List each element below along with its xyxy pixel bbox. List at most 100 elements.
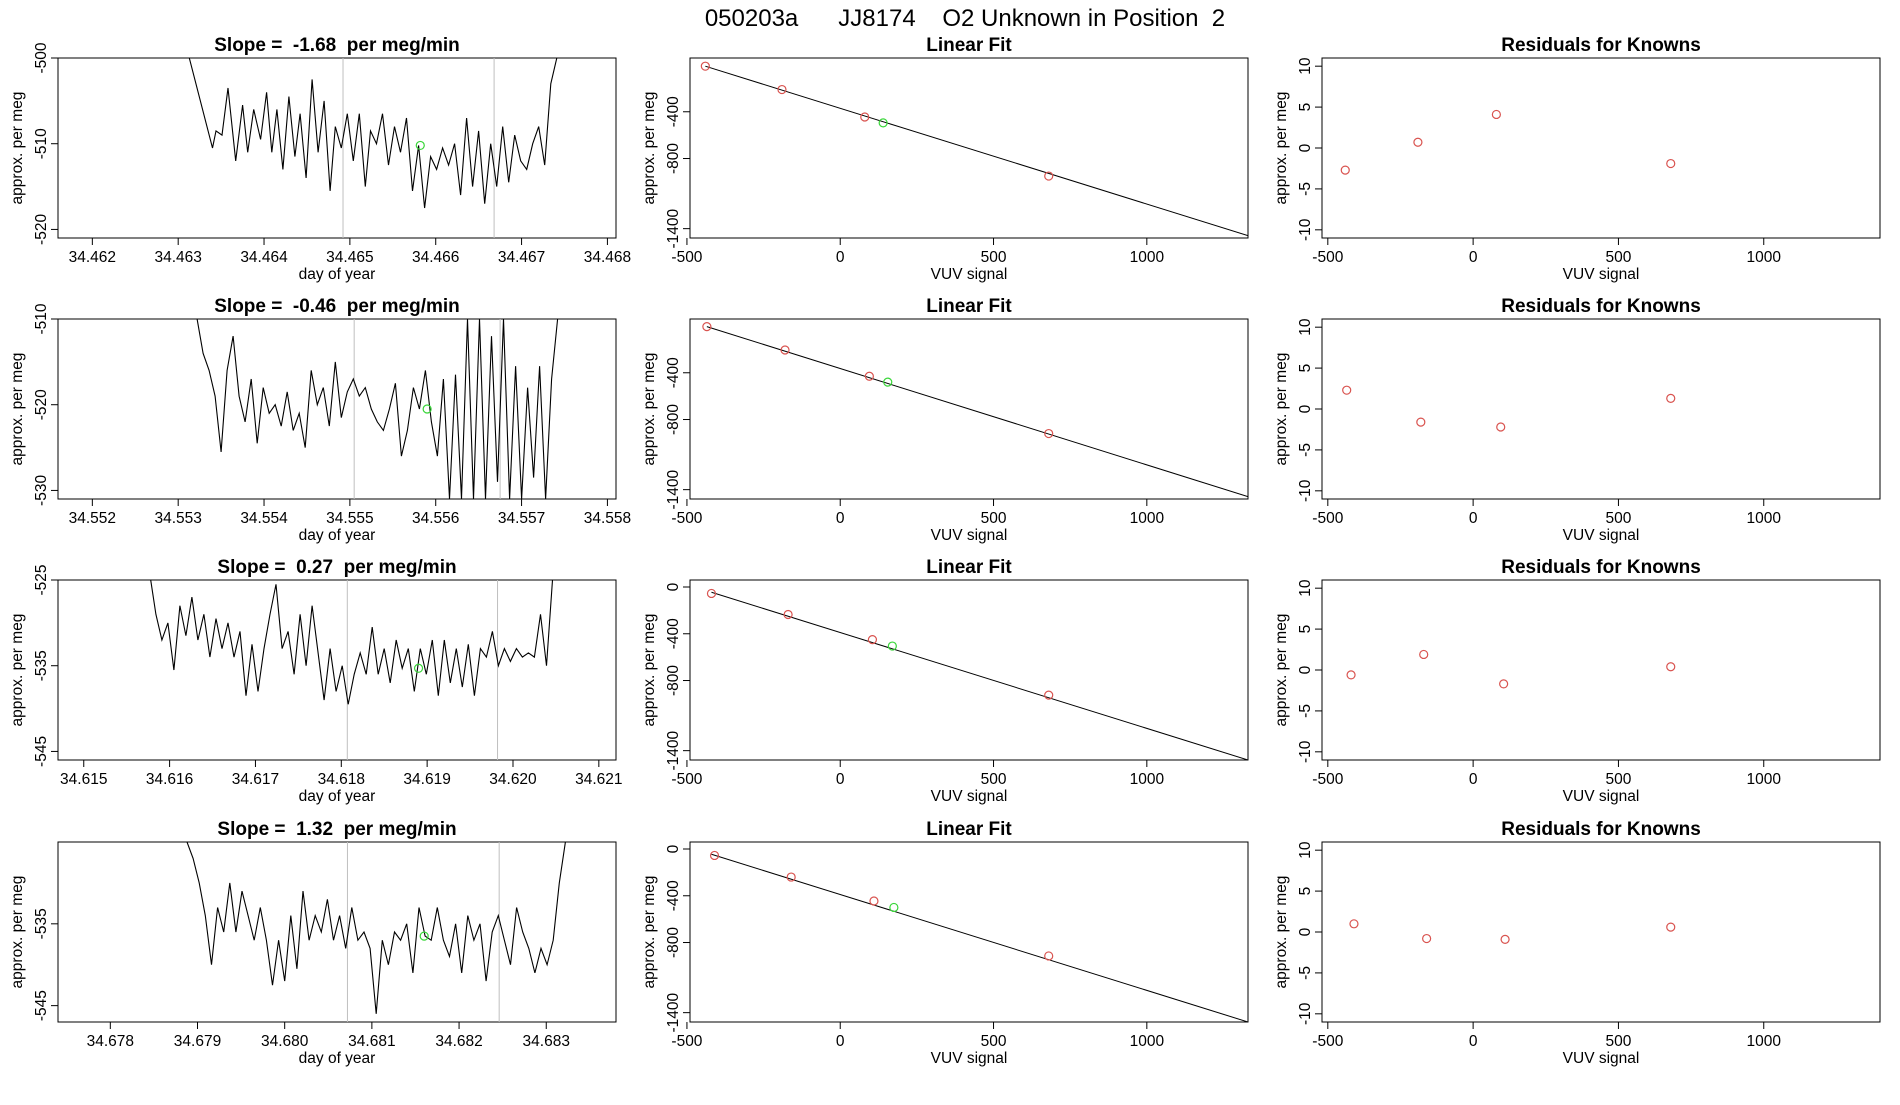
y-tick-label: -5 — [1297, 443, 1314, 457]
x-axis-label: VUV signal — [1563, 266, 1640, 283]
known-point — [864, 371, 874, 381]
unknown-point — [887, 641, 897, 651]
y-tick-label: 5 — [1297, 625, 1314, 634]
plot-frame — [1321, 579, 1881, 761]
x-tick-label: 500 — [1606, 771, 1632, 788]
x-tick-label: 1000 — [1130, 249, 1165, 266]
known-point — [869, 896, 879, 906]
x-tick-label: -500 — [671, 249, 702, 266]
x-tick-label: 34.555 — [326, 510, 373, 527]
figure-title: 050203a JJ8174 O2 Unknown in Position 2 — [705, 5, 1225, 32]
x-axis-label: VUV signal — [931, 788, 1008, 805]
y-tick-label: -1400 — [665, 992, 682, 1032]
known-point — [702, 321, 712, 332]
x-tick-label: 34.682 — [435, 1033, 482, 1050]
x-tick-label: 1000 — [1747, 771, 1782, 788]
y-tick-label: -5 — [1297, 182, 1314, 196]
known-point — [1044, 951, 1054, 961]
residual-point — [1496, 422, 1506, 432]
y-tick-label: -800 — [665, 143, 682, 174]
y-tick-label: -10 — [1297, 1002, 1314, 1025]
panel-title: Slope = -0.46 per meg/min — [214, 296, 460, 317]
residual-point — [1666, 393, 1676, 403]
residual-point — [1340, 165, 1350, 175]
x-tick-label: 1000 — [1747, 510, 1782, 527]
plot-frame — [689, 579, 1249, 761]
known-point — [777, 84, 787, 95]
y-tick-label: -800 — [665, 665, 682, 696]
x-tick-label: 1000 — [1130, 1033, 1165, 1050]
y-tick-label: -400 — [665, 357, 682, 388]
plot-frame — [1321, 57, 1881, 239]
x-tick-label: 500 — [981, 510, 1007, 527]
panel-linear-fit-row-4: Linear Fit -500 0 500 1000 0 -400 -800 -1400 VUV … — [641, 819, 1249, 1067]
y-tick-label: -400 — [665, 96, 682, 127]
x-axis-label: VUV signal — [1563, 527, 1640, 544]
x-tick-label: 34.679 — [174, 1033, 221, 1050]
x-tick-label: 0 — [836, 510, 845, 527]
residual-point — [1419, 649, 1429, 660]
x-axis-label: day of year — [299, 527, 376, 544]
x-tick-label: 0 — [836, 249, 845, 266]
y-axis-label: approx. per meg — [9, 876, 26, 989]
residual-point — [1500, 934, 1510, 944]
y-tick-label: -1400 — [665, 469, 682, 509]
x-tick-label: 34.616 — [146, 771, 193, 788]
y-tick-label: -1400 — [665, 208, 682, 248]
known-point — [867, 635, 878, 645]
x-tick-label: -500 — [671, 510, 702, 527]
known-point — [1044, 690, 1054, 700]
residual-point — [1422, 933, 1432, 944]
y-tick-label: -510 — [33, 128, 50, 159]
y-tick-label: -520 — [33, 389, 50, 420]
y-axis-label: approx. per meg — [1273, 614, 1290, 727]
x-axis-label: VUV signal — [1563, 1050, 1640, 1067]
x-tick-label: 34.465 — [326, 249, 373, 266]
y-tick-label: -800 — [665, 404, 682, 435]
panel-title: Linear Fit — [926, 819, 1012, 840]
x-tick-label: 34.462 — [69, 249, 116, 266]
fit-line — [706, 326, 1248, 498]
y-tick-label: 0 — [1297, 404, 1314, 413]
residual-point — [1346, 670, 1356, 680]
panel-title: Linear Fit — [926, 35, 1012, 56]
y-axis-label: approx. per meg — [641, 876, 658, 989]
x-axis-label: VUV signal — [931, 527, 1008, 544]
x-tick-label: 500 — [1606, 1033, 1632, 1050]
panel-residuals-row-3: Residuals for Knowns -500 0 500 1000 10 5 0 -5 -1… — [1273, 557, 1881, 805]
panel-time-series-row-4: Slope = 1.32 per meg/min 34.678 34.679 34.6… — [9, 819, 617, 1067]
plot-area — [186, 58, 558, 238]
fit-line — [711, 591, 1248, 760]
y-tick-label: 10 — [1297, 318, 1314, 336]
y-axis-label: approx. per meg — [1273, 92, 1290, 205]
x-tick-label: -500 — [1312, 249, 1343, 266]
y-tick-label: -525 — [33, 564, 50, 595]
plot-area — [1340, 109, 1676, 175]
y-tick-label: -535 — [33, 908, 50, 939]
unknown-point — [422, 404, 432, 414]
x-tick-label: 34.464 — [240, 249, 288, 266]
y-tick-label: 0 — [1297, 927, 1314, 936]
y-tick-label: 10 — [1297, 579, 1314, 597]
plot-area — [150, 580, 559, 760]
series-line — [191, 319, 564, 499]
x-tick-label: 0 — [1469, 771, 1478, 788]
y-axis-label: approx. per meg — [9, 614, 26, 727]
x-tick-label: 500 — [1606, 249, 1632, 266]
y-tick-label: 0 — [1297, 665, 1314, 674]
y-tick-label: -5 — [1297, 966, 1314, 980]
y-axis-label: approx. per meg — [9, 353, 26, 466]
y-axis-label: approx. per meg — [1273, 353, 1290, 466]
plot-area — [191, 319, 564, 499]
unknown-point — [889, 902, 899, 913]
plot-frame — [689, 318, 1249, 500]
x-tick-label: 500 — [981, 771, 1007, 788]
panel-residuals-row-4: Residuals for Knowns -500 0 500 1000 10 5 0 -5 -1… — [1273, 819, 1881, 1067]
panel-linear-fit-row-2: Linear Fit -500 0 500 1000 -400 -800 -1400 VUV s… — [641, 296, 1249, 544]
x-tick-label: 34.558 — [584, 510, 631, 527]
plot-frame — [1321, 841, 1881, 1023]
y-tick-label: -520 — [33, 214, 50, 245]
residual-point — [1349, 919, 1359, 929]
y-tick-label: -510 — [33, 303, 50, 334]
